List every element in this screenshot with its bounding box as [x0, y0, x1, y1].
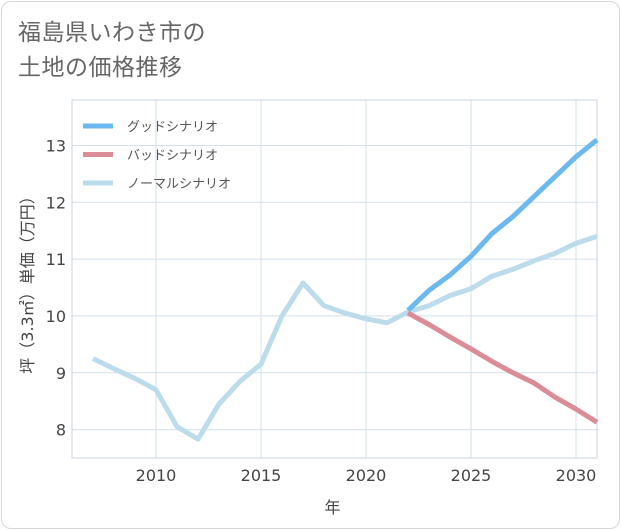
x-tick-label-2010: 2010	[136, 466, 177, 485]
y-tick-label-12: 12	[46, 193, 66, 212]
x-tick-label-2030: 2030	[556, 466, 597, 485]
legend-label-2: ノーマルシナリオ	[127, 177, 231, 192]
y-tick-label-13: 13	[46, 136, 66, 155]
series-line-2	[91, 234, 598, 442]
x-axis-title: 年	[324, 498, 340, 517]
series-line-0	[406, 137, 599, 313]
x-tick-label-2020: 2020	[346, 466, 387, 485]
chart-title-line-1: 福島県いわき市の	[18, 20, 206, 46]
y-tick-label-9: 9	[56, 364, 66, 383]
axis-ticks: 2010 2015 2020 2025 2030 8 9 10 11 12 13	[46, 136, 597, 485]
y-tick-label-8: 8	[56, 421, 66, 440]
x-tick-label-2025: 2025	[451, 466, 492, 485]
legend-label-0: グッドシナリオ	[127, 120, 218, 135]
y-tick-label-11: 11	[46, 250, 66, 269]
y-tick-label-10: 10	[46, 307, 66, 326]
x-tick-label-2015: 2015	[241, 466, 282, 485]
legend-label-1: バッドシナリオ	[127, 149, 218, 164]
chart-title: 福島県いわき市の 土地の価格推移	[18, 16, 318, 86]
series-line-1	[406, 310, 599, 425]
plot-area-frame	[71, 99, 598, 459]
y-axis-title: 坪（3.3㎡）単価（万円）	[18, 188, 37, 373]
series-lines	[91, 137, 599, 442]
grid	[72, 100, 597, 458]
chart-title-line-2: 土地の価格推移	[18, 55, 183, 81]
